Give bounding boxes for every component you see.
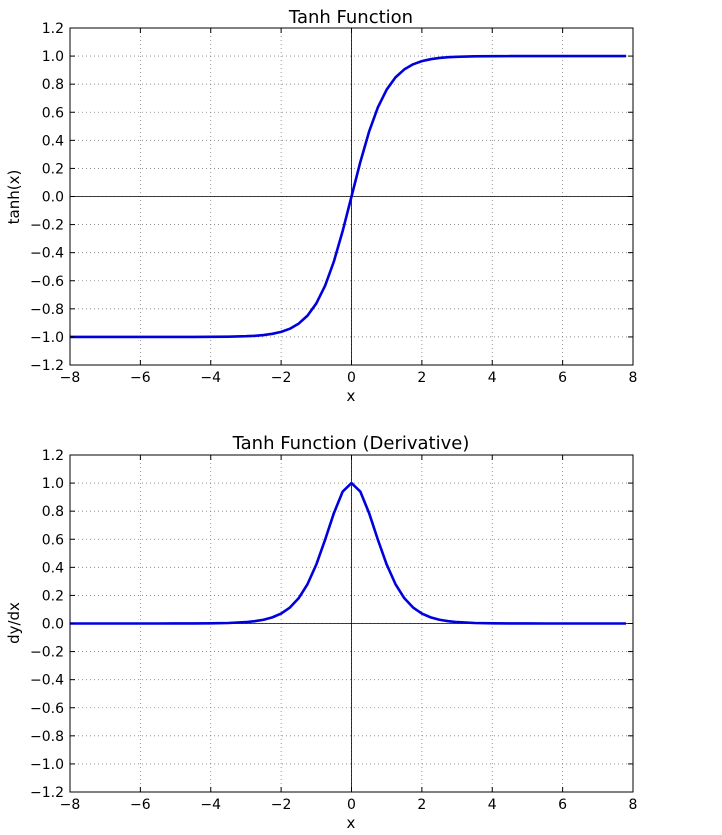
y-tick-label: 0.2 (42, 588, 64, 604)
x-tick-label: −4 (200, 797, 221, 813)
x-tick-label: 6 (558, 370, 567, 386)
x-tick-label: 2 (417, 370, 426, 386)
y-tick-label: 0.8 (42, 504, 64, 520)
y-tick-label: −1.0 (30, 757, 64, 773)
y-tick-label: −1.0 (30, 330, 64, 346)
chart-tanh-x-ticks: −8 −6 −4 −2 0 2 4 6 8 (60, 28, 638, 386)
x-tick-label: 8 (629, 370, 638, 386)
x-tick-label: 8 (629, 797, 638, 813)
y-tick-label: −1.2 (30, 358, 64, 374)
chart-tanh-y-axis-label: tanh(x) (5, 170, 23, 225)
y-tick-label: 0.2 (42, 161, 64, 177)
y-tick-label: 0.4 (42, 133, 64, 149)
chart-tanh-derivative-series-line (70, 481, 626, 625)
x-tick-label: 0 (347, 370, 356, 386)
y-tick-label: −0.6 (30, 274, 64, 290)
chart-tanh-derivative-y-axis-label: dy/dx (5, 602, 23, 644)
y-tick-label: 1.2 (42, 21, 64, 37)
x-tick-label: 0 (347, 797, 356, 813)
chart-tanh-title: Tanh Function (288, 7, 413, 28)
x-tick-label: −8 (60, 370, 81, 386)
x-tick-label: 4 (488, 797, 497, 813)
y-tick-label: 1.2 (42, 448, 64, 464)
chart-tanh-derivative: Tanh Function (Derivative) −8 −6 −4 −2 0 2 4 6 8… (5, 433, 637, 832)
y-tick-label: 0.0 (42, 190, 64, 206)
chart-tanh-y-ticks: 1.2 1.0 0.8 0.6 0.4 0.2 0.0 −0.2 −0.4 −0.6 −0.8 −1.… (30, 21, 633, 374)
y-tick-label: −0.4 (30, 246, 64, 262)
x-tick-label: −8 (60, 797, 81, 813)
y-tick-label: 0.0 (42, 617, 64, 633)
chart-tanh-derivative-y-ticks: 1.2 1.0 0.8 0.6 0.4 0.2 0.0 −0.2 −0.4 −0.6 −0.8 −1.… (30, 448, 633, 801)
y-tick-label: −0.8 (30, 729, 64, 745)
chart-tanh-derivative-title: Tanh Function (Derivative) (232, 433, 470, 454)
y-tick-label: 0.6 (42, 105, 64, 121)
x-tick-label: −6 (130, 370, 151, 386)
y-tick-label: −0.2 (30, 645, 64, 661)
x-tick-label: 6 (558, 797, 567, 813)
y-tick-label: −0.8 (30, 302, 64, 318)
y-tick-label: 1.0 (42, 49, 64, 65)
y-tick-label: −0.2 (30, 218, 64, 234)
y-tick-label: 0.6 (42, 532, 64, 548)
chart-tanh-x-axis-label: x (347, 387, 356, 405)
y-tick-label: 0.8 (42, 77, 64, 93)
chart-tanh-derivative-x-ticks: −8 −6 −4 −2 0 2 4 6 8 (60, 455, 638, 813)
chart-tanh-derivative-x-axis-label: x (347, 814, 356, 832)
x-tick-label: −2 (271, 797, 292, 813)
chart-tanh: Tanh Function −8 −6 −4 −2 0 2 4 6 8 1.2 1.0 0.8 0.6… (5, 7, 637, 405)
x-tick-label: −2 (271, 370, 292, 386)
y-tick-label: 1.0 (42, 476, 64, 492)
y-tick-label: −1.2 (30, 785, 64, 801)
chart-tanh-series-line (70, 54, 626, 339)
y-tick-label: −0.6 (30, 701, 64, 717)
x-tick-label: 2 (417, 797, 426, 813)
y-tick-label: −0.4 (30, 673, 64, 689)
x-tick-label: −6 (130, 797, 151, 813)
x-tick-label: 4 (488, 370, 497, 386)
y-tick-label: 0.4 (42, 560, 64, 576)
x-tick-label: −4 (200, 370, 221, 386)
